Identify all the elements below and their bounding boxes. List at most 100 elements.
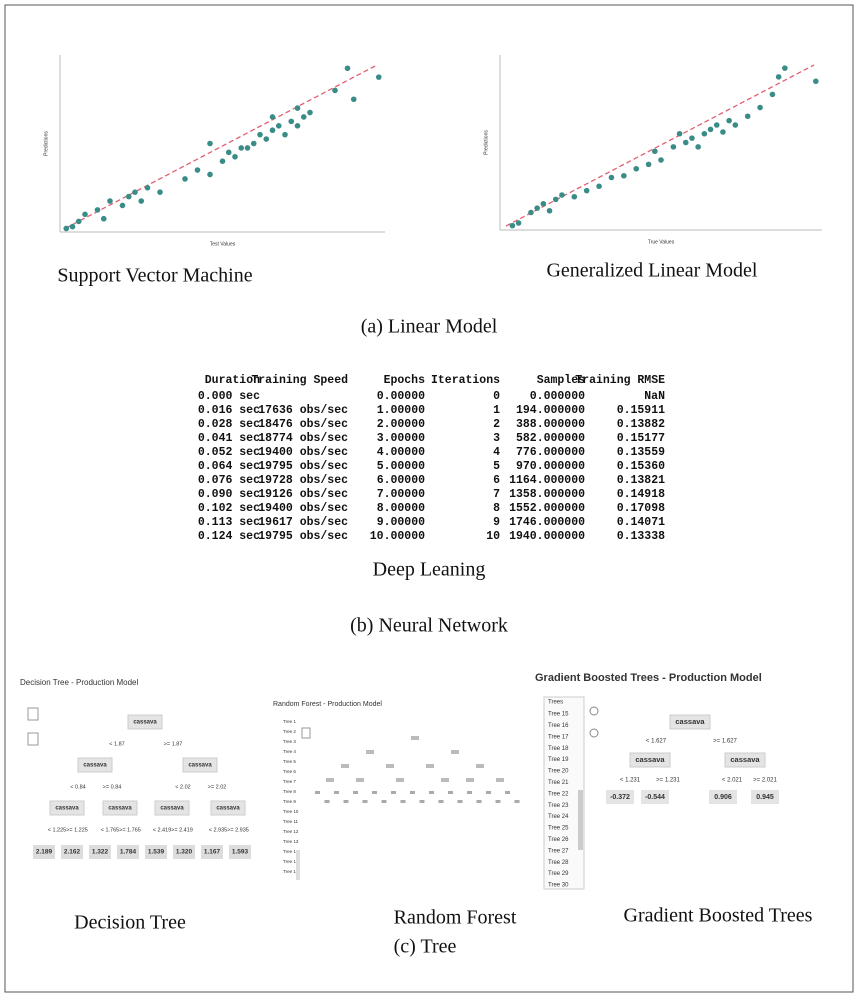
edge-label: >= 1.87 — [164, 741, 183, 747]
edge-label: < 0.84 — [70, 784, 85, 790]
tree-label: Random Forest — [394, 907, 517, 929]
point — [282, 132, 288, 138]
node-label: cassava — [108, 806, 132, 812]
point — [70, 224, 76, 230]
edge-label: >= 1.765 — [119, 827, 141, 833]
table-cell: 4 — [493, 446, 500, 459]
rf-node — [411, 736, 419, 740]
rf-node — [396, 778, 404, 782]
rf-leaf — [344, 800, 349, 803]
table-cell: 7.00000 — [377, 488, 425, 501]
point — [226, 150, 232, 156]
table-cell: 8 — [493, 502, 500, 515]
point — [76, 219, 82, 225]
point — [510, 223, 516, 229]
point — [621, 173, 627, 179]
edge-label: < 1.87 — [109, 741, 124, 747]
table-cell: 0.000 sec — [198, 390, 260, 403]
point — [733, 122, 739, 128]
table-cell: 0.13338 — [617, 530, 665, 543]
tree-item: Tree 3 — [283, 739, 296, 744]
table-cell: 0.13882 — [617, 418, 665, 431]
point — [345, 65, 351, 71]
icon — [590, 707, 598, 715]
point — [757, 105, 763, 111]
table-cell: 10.00000 — [370, 530, 425, 543]
table-cell: 5.00000 — [377, 460, 425, 473]
table-cell: 0.016 sec — [198, 404, 260, 417]
table-cell: 1358.000000 — [509, 488, 585, 501]
plot-label: Support Vector Machine — [57, 265, 252, 287]
rf-leaf — [391, 791, 396, 794]
rf-node — [341, 764, 349, 768]
edge-label: >= 1.627 — [713, 739, 737, 745]
point — [232, 154, 238, 160]
node-label: cassava — [160, 806, 184, 812]
edge-label: >= 2.935 — [227, 827, 249, 833]
table-cell: 19400 obs/sec — [258, 502, 348, 515]
point — [126, 194, 132, 200]
point — [220, 158, 226, 164]
leaf-label: 2.189 — [36, 849, 53, 856]
table-cell: 1552.000000 — [509, 502, 585, 515]
point — [776, 74, 782, 80]
panel-title: Gradient Boosted Trees - Production Mode… — [535, 672, 762, 684]
point — [596, 183, 602, 189]
point — [276, 123, 282, 129]
point — [726, 118, 732, 124]
tree-item: Tree 22 — [548, 791, 569, 797]
edge-label: >= 0.84 — [103, 784, 122, 790]
table-cell: 0.15177 — [617, 432, 665, 445]
rf-leaf — [325, 800, 330, 803]
figure: Support Vector Machine Generalized Linea… — [0, 0, 858, 997]
table-cell: 1 — [493, 404, 500, 417]
edge-label: >= 2.021 — [753, 778, 777, 784]
table-cell: 0.15911 — [617, 404, 665, 417]
table-cell: 776.000000 — [516, 446, 585, 459]
rf-node — [476, 764, 484, 768]
tree-item: Tree 19 — [548, 757, 569, 763]
point — [301, 114, 307, 120]
axis-label: Predictions — [43, 131, 49, 156]
table-cell: 0.13559 — [617, 446, 665, 459]
rf-node — [441, 778, 449, 782]
rf-leaf — [467, 791, 472, 794]
rf-leaf — [353, 791, 358, 794]
caption: (c) Tree — [394, 936, 457, 958]
icon — [302, 728, 310, 738]
point — [528, 210, 534, 216]
rf-leaf — [496, 800, 501, 803]
caption: (b) Neural Network — [350, 615, 508, 637]
tree-item: Tree 27 — [548, 848, 569, 854]
node-label: cassava — [730, 755, 760, 764]
table-cell: 7 — [493, 488, 500, 501]
point — [813, 78, 819, 84]
point — [695, 144, 701, 150]
table-cell: 0.124 sec — [198, 530, 260, 543]
point — [671, 144, 677, 150]
tree-item: Tree 15 — [548, 712, 569, 718]
edge-label: < 2.021 — [722, 778, 743, 784]
table-cell: 0.14071 — [617, 516, 665, 529]
tree-item: Tree 11 — [283, 819, 299, 824]
point — [559, 192, 565, 198]
point — [63, 226, 69, 232]
point — [633, 166, 639, 172]
tree-item: Tree 5 — [283, 759, 296, 764]
point — [157, 189, 163, 195]
leaf-label: 1.167 — [204, 849, 221, 856]
rf-leaf — [363, 800, 368, 803]
figure-border — [5, 5, 853, 992]
rf-leaf — [382, 800, 387, 803]
point — [652, 148, 658, 154]
point — [376, 74, 382, 80]
rf-leaf — [401, 800, 406, 803]
edge-label: >= 1.231 — [656, 778, 680, 784]
point — [547, 208, 553, 214]
table-cell: 3.00000 — [377, 432, 425, 445]
panel-title: Random Forest - Production Model — [273, 701, 382, 708]
point — [720, 129, 726, 135]
tree-item: Tree 24 — [548, 814, 569, 820]
point — [245, 145, 251, 151]
tree-item: Tree 30 — [548, 883, 569, 889]
